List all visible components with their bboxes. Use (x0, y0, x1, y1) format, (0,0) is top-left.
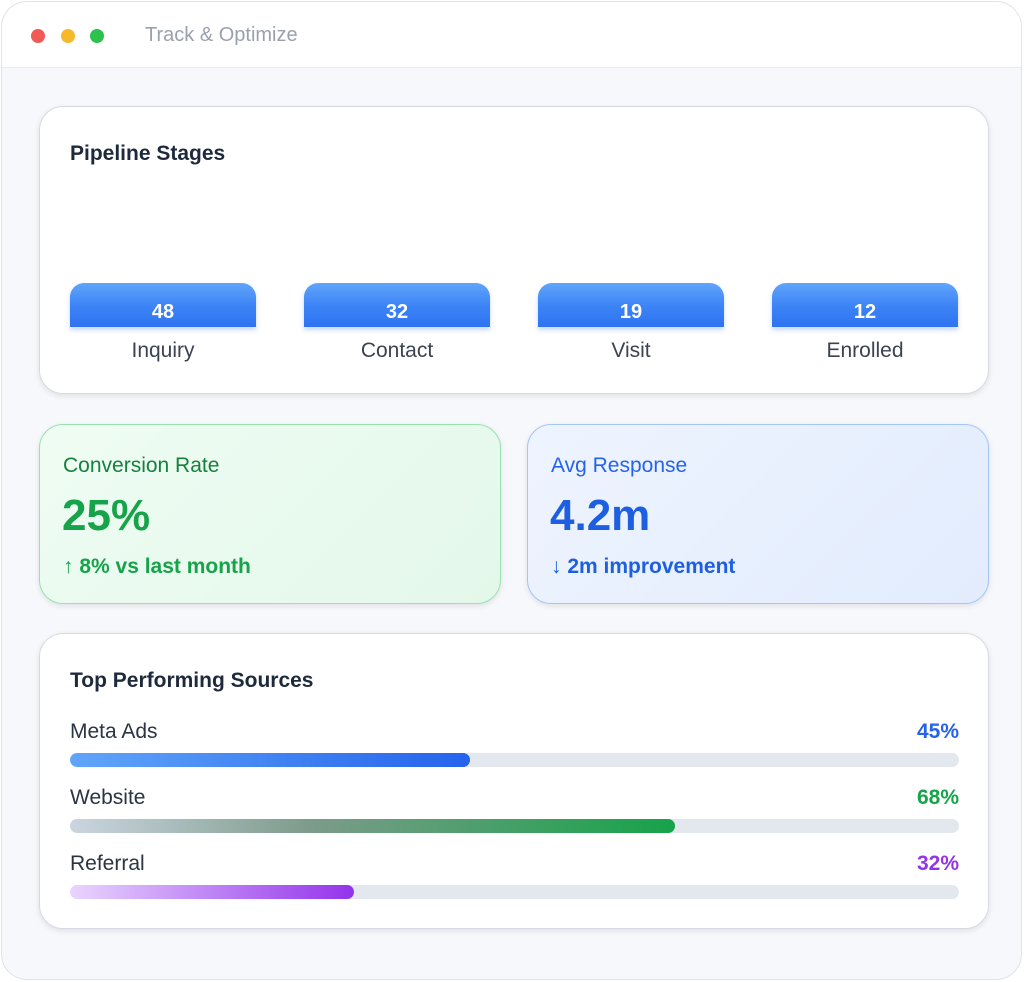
conversion-rate-value: 25% (62, 491, 151, 540)
source-name: Meta Ads (70, 720, 158, 743)
avg-response-label: Avg Response (551, 454, 688, 477)
stage-count: 12 (853, 301, 877, 323)
minimize-window-button[interactable] (61, 29, 75, 43)
pipeline-stage-contact[interactable]: 32 Contact (304, 283, 490, 373)
conversion-rate-card: Conversion Rate 25% ↑ 8% vs last month (39, 424, 501, 604)
window-title: Track & Optimize (145, 24, 298, 46)
conversion-rate-label: Conversion Rate (63, 454, 220, 477)
stage-count: 19 (619, 301, 643, 323)
source-row-referral: Referral 32% (70, 852, 959, 912)
source-percent: 45% (916, 720, 959, 743)
stage-label: Contact (360, 339, 434, 362)
pipeline-stage-visit[interactable]: 19 Visit (538, 283, 724, 373)
stage-bar (70, 283, 256, 327)
stage-count: 48 (151, 301, 175, 323)
source-name: Website (70, 786, 146, 809)
close-window-button[interactable] (31, 29, 45, 43)
source-percent: 32% (916, 852, 959, 875)
progress-track (70, 819, 959, 833)
stage-label: Inquiry (131, 339, 195, 362)
avg-response-trend: ↓ 2m improvement (551, 555, 736, 578)
sources-title: Top Performing Sources (70, 669, 314, 692)
avg-response-value: 4.2m (550, 491, 651, 540)
stage-bar (538, 283, 724, 327)
source-row-website: Website 68% (70, 786, 959, 846)
pipeline-stage-inquiry[interactable]: 48 Inquiry (70, 283, 256, 373)
source-row-meta-ads: Meta Ads 45% (70, 720, 959, 780)
pipeline-stages-card: Pipeline Stages 48 Inquiry 32 Contact 19… (39, 106, 989, 394)
avg-response-card: Avg Response 4.2m ↓ 2m improvement (527, 424, 989, 604)
stage-bar (772, 283, 958, 327)
progress-fill (70, 753, 471, 767)
progress-track (70, 753, 959, 767)
pipeline-stage-enrolled[interactable]: 12 Enrolled (772, 283, 958, 373)
progress-fill (70, 885, 355, 899)
conversion-rate-trend: ↑ 8% vs last month (63, 555, 251, 578)
stage-count: 32 (385, 301, 409, 323)
stage-bar (304, 283, 490, 327)
title-bar: Track & Optimize (2, 2, 1021, 68)
stage-label: Visit (611, 339, 651, 362)
top-sources-card: Top Performing Sources Meta Ads 45% Webs… (39, 633, 989, 929)
maximize-window-button[interactable] (90, 29, 104, 43)
pipeline-title: Pipeline Stages (70, 142, 226, 165)
progress-fill (70, 819, 675, 833)
source-name: Referral (70, 852, 145, 875)
progress-track (70, 885, 959, 899)
stage-label: Enrolled (826, 339, 904, 362)
source-percent: 68% (916, 786, 959, 809)
